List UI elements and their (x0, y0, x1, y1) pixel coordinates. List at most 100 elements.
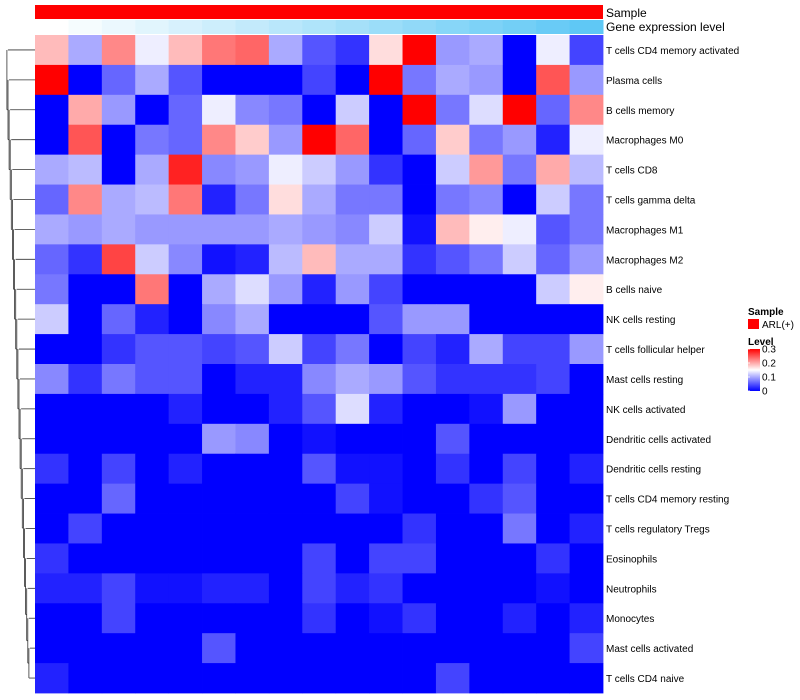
heatmap-cell (302, 603, 337, 634)
heatmap-cell (202, 35, 236, 66)
annotation-cell-gene-expression (502, 20, 537, 34)
row-labels: T cells CD4 memory activated Plasma cells… (606, 46, 739, 685)
heatmap-cell (235, 154, 270, 185)
heatmap-cell (302, 483, 337, 514)
heatmap-cell (35, 543, 69, 574)
heatmap-cell (268, 274, 303, 305)
heatmap-cell (168, 244, 203, 275)
heatmap-cell (402, 364, 437, 395)
heatmap-cell (435, 304, 470, 335)
heatmap-cell (135, 214, 170, 245)
heatmap-cell (335, 543, 370, 574)
heatmap-cell (536, 274, 570, 305)
heatmap-cell (101, 393, 136, 425)
heatmap-cell (536, 573, 570, 604)
row-label: T cells CD4 naive (606, 674, 685, 685)
heatmap-cell (469, 483, 504, 514)
heatmap-cell (168, 214, 203, 245)
heatmap-cell (268, 543, 303, 574)
row-label: T cells CD4 memory resting (606, 495, 729, 506)
heatmap-cell (235, 573, 270, 604)
heatmap-cell (569, 543, 604, 574)
heatmap-cell (101, 274, 136, 305)
heatmap-cell (335, 423, 370, 455)
annotation-cell-gene-expression (35, 20, 69, 34)
heatmap-cell (536, 244, 570, 275)
heatmap-cell (168, 633, 203, 664)
annotation-tracks (35, 5, 604, 34)
heatmap-cell (302, 184, 337, 215)
heatmap-cell (369, 573, 403, 604)
annotation-cell-gene-expression (369, 20, 404, 34)
heatmap-cell (469, 603, 504, 634)
heatmap-cell (268, 633, 303, 664)
heatmap-cell (536, 154, 570, 185)
heatmap-cell (536, 124, 570, 156)
heatmap-cell (536, 543, 570, 574)
heatmap-cell (235, 274, 270, 305)
heatmap-cell (536, 603, 570, 634)
annotation-label-gene-expression: Gene expression level (606, 20, 725, 34)
heatmap-cell (369, 244, 403, 275)
heatmap-cell (101, 543, 136, 574)
heatmap-cell (402, 304, 437, 335)
row-label: B cells memory (606, 106, 674, 117)
heatmap-cell (68, 304, 103, 335)
heatmap-cell (335, 184, 370, 215)
heatmap-cell (369, 334, 403, 365)
heatmap-cell (569, 663, 604, 694)
heatmap-cell (235, 304, 270, 335)
heatmap-cell (168, 304, 203, 335)
heatmap-cell (235, 214, 270, 245)
row-label: Macrophages M1 (606, 225, 684, 236)
heatmap-cell (101, 94, 136, 126)
heatmap-cell (101, 244, 136, 275)
heatmap-cell (235, 423, 270, 455)
heatmap-cell (135, 364, 170, 395)
heatmap-cell (335, 274, 370, 305)
heatmap-cell (101, 633, 136, 664)
heatmap-cell (302, 35, 337, 66)
heatmap-cell (68, 423, 103, 455)
heatmap-cell (235, 603, 270, 634)
heatmap-cell (302, 663, 337, 694)
heatmap-cell (135, 304, 170, 335)
heatmap-cell (68, 35, 103, 66)
heatmap-cell (35, 423, 69, 455)
row-label: Dendritic cells activated (606, 435, 711, 446)
row-label: Mast cells activated (606, 644, 693, 655)
heatmap-cell (335, 633, 370, 664)
heatmap-cell (302, 364, 337, 395)
heatmap-cell (101, 663, 136, 694)
heatmap-cell (302, 64, 337, 96)
heatmap-cell (235, 184, 270, 215)
heatmap-cell (135, 184, 170, 215)
heatmap-cell (369, 214, 403, 245)
heatmap-cell (101, 154, 136, 185)
heatmap-cell (135, 35, 170, 66)
heatmap-cell (569, 334, 604, 365)
heatmap-cell (35, 304, 69, 335)
heatmap-cell (469, 453, 504, 485)
heatmap-cell (302, 244, 337, 275)
heatmap-cell (68, 573, 103, 604)
heatmap-cell (502, 603, 537, 634)
heatmap-cell (469, 334, 504, 365)
heatmap-cell (435, 184, 470, 215)
heatmap-cell (536, 633, 570, 664)
heatmap-cell (402, 543, 437, 574)
heatmap-cell (402, 603, 437, 634)
heatmap-cell (302, 393, 337, 425)
heatmap-cell (202, 124, 236, 156)
heatmap-cell (235, 244, 270, 275)
heatmap-cell (235, 663, 270, 694)
row-label: T cells gamma delta (606, 196, 696, 207)
heatmap-cell (536, 663, 570, 694)
heatmap-cell (569, 64, 604, 96)
heatmap-cell (335, 154, 370, 185)
annotation-cell-gene-expression (335, 20, 370, 34)
heatmap-cell (235, 393, 270, 425)
heatmap-cell (268, 663, 303, 694)
heatmap-cell (168, 543, 203, 574)
heatmap-cell (369, 483, 403, 514)
